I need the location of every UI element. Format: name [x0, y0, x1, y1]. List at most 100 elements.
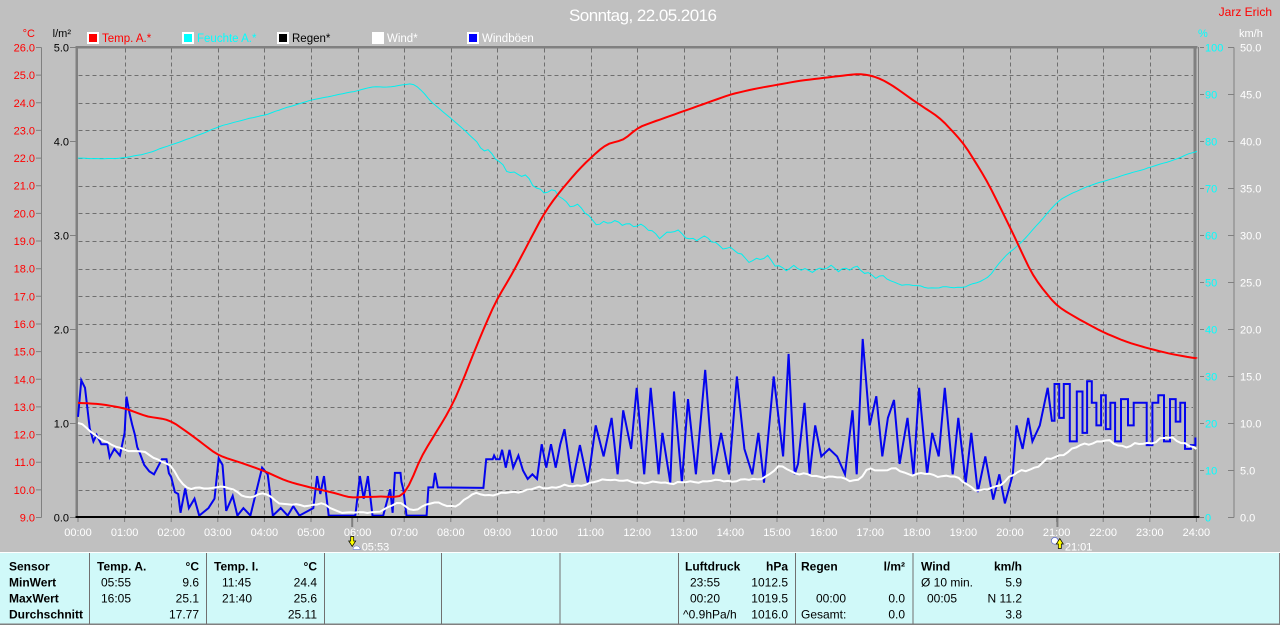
svg-text:11:00: 11:00	[577, 527, 604, 539]
svg-text:10.0: 10.0	[14, 485, 35, 497]
svg-text:19:00: 19:00	[950, 527, 978, 539]
svg-text:23:00: 23:00	[1136, 527, 1164, 539]
svg-text:10: 10	[1205, 466, 1217, 478]
svg-text:24:00: 24:00	[1183, 527, 1211, 539]
svg-text:20.0: 20.0	[1240, 325, 1261, 337]
svg-text:100: 100	[1205, 43, 1223, 55]
svg-text:05:53: 05:53	[362, 542, 390, 554]
svg-text:05:55: 05:55	[101, 576, 131, 590]
svg-text:5.0: 5.0	[54, 43, 69, 55]
svg-text:08:00: 08:00	[437, 527, 465, 539]
svg-text:21:01: 21:01	[1065, 542, 1093, 554]
svg-text:14.0: 14.0	[14, 374, 35, 386]
svg-text:Luftdruck: Luftdruck	[685, 560, 741, 574]
svg-text:1012.5: 1012.5	[751, 576, 788, 590]
svg-text:3.0: 3.0	[54, 231, 69, 243]
svg-text:40.0: 40.0	[1240, 137, 1261, 149]
svg-text:Wind*: Wind*	[387, 33, 418, 45]
svg-text:km/h: km/h	[1239, 28, 1263, 40]
svg-text:60: 60	[1205, 231, 1217, 243]
svg-text:15.0: 15.0	[1240, 372, 1261, 384]
svg-text:16:05: 16:05	[101, 592, 131, 606]
svg-text:17:00: 17:00	[856, 527, 884, 539]
svg-text:21.0: 21.0	[14, 181, 35, 193]
svg-text:11:45: 11:45	[222, 576, 251, 590]
svg-text:19.0: 19.0	[14, 236, 35, 248]
svg-text:15.0: 15.0	[14, 347, 35, 359]
svg-text:l/m²: l/m²	[884, 560, 905, 574]
svg-text:25.11: 25.11	[288, 608, 317, 622]
svg-text:20: 20	[1205, 419, 1217, 431]
svg-text:Temp. I.: Temp. I.	[214, 560, 258, 574]
svg-text:hPa: hPa	[766, 560, 788, 574]
svg-text:10.0: 10.0	[1240, 419, 1261, 431]
svg-text:N 11.2: N 11.2	[988, 592, 1023, 606]
svg-text:00:00: 00:00	[816, 592, 846, 606]
svg-text:80: 80	[1205, 137, 1217, 149]
svg-text:17.77: 17.77	[169, 608, 199, 622]
svg-text:50: 50	[1205, 278, 1217, 290]
svg-text:4.0: 4.0	[54, 137, 69, 149]
svg-text:5.0: 5.0	[1240, 466, 1255, 478]
svg-text:0: 0	[1205, 513, 1211, 525]
svg-text:Ø 10 min.: Ø 10 min.	[921, 576, 973, 590]
svg-text:70: 70	[1205, 184, 1217, 196]
svg-text:25.6: 25.6	[294, 592, 318, 606]
svg-text:Temp. A.: Temp. A.	[97, 560, 146, 574]
svg-text:MinWert: MinWert	[9, 576, 56, 590]
svg-text:22:00: 22:00	[1089, 527, 1117, 539]
svg-text:Sonntag, 22.05.2016: Sonntag, 22.05.2016	[569, 6, 717, 25]
svg-text:11.0: 11.0	[14, 457, 35, 469]
svg-text:14:00: 14:00	[717, 527, 745, 539]
svg-text:30.0: 30.0	[1240, 231, 1261, 243]
svg-text:12:00: 12:00	[623, 527, 651, 539]
svg-text:23.0: 23.0	[14, 125, 35, 137]
svg-text:16:00: 16:00	[810, 527, 838, 539]
svg-text:23:55: 23:55	[690, 576, 720, 590]
svg-text:15:00: 15:00	[763, 527, 791, 539]
svg-text:12.0: 12.0	[14, 430, 35, 442]
svg-text:0.0: 0.0	[54, 513, 69, 525]
svg-text:Gesamt:: Gesamt:	[801, 608, 846, 622]
svg-text:13.0: 13.0	[14, 402, 35, 414]
svg-text:50.0: 50.0	[1240, 43, 1261, 55]
svg-text:40: 40	[1205, 325, 1217, 337]
svg-text:1016.0: 1016.0	[751, 608, 788, 622]
svg-text:2.0: 2.0	[54, 325, 69, 337]
svg-text:°C: °C	[186, 560, 200, 574]
svg-text:00:00: 00:00	[64, 527, 92, 539]
svg-text:Regen: Regen	[801, 560, 838, 574]
svg-text:26.0: 26.0	[14, 43, 35, 55]
svg-text:90: 90	[1205, 90, 1217, 102]
svg-text:30: 30	[1205, 372, 1217, 384]
svg-text:Sensor: Sensor	[9, 560, 50, 574]
svg-text:°C: °C	[23, 28, 35, 40]
svg-text:00:05: 00:05	[927, 592, 957, 606]
svg-text:21:00: 21:00	[1043, 527, 1071, 539]
svg-text:25.0: 25.0	[14, 70, 35, 82]
svg-text:24.4: 24.4	[294, 576, 318, 590]
svg-text:16.0: 16.0	[14, 319, 35, 331]
svg-text:07:00: 07:00	[390, 527, 418, 539]
svg-text:21:40: 21:40	[222, 592, 252, 606]
svg-text:20.0: 20.0	[14, 208, 35, 220]
svg-text:13:00: 13:00	[670, 527, 698, 539]
svg-text:00:20: 00:20	[690, 592, 720, 606]
svg-text:Regen*: Regen*	[292, 33, 331, 45]
svg-text:^0.9hPa/h: ^0.9hPa/h	[683, 608, 737, 622]
svg-text:%: %	[1198, 28, 1208, 40]
svg-text:04:00: 04:00	[251, 527, 279, 539]
svg-text:22.0: 22.0	[14, 153, 35, 165]
svg-text:35.0: 35.0	[1240, 184, 1261, 196]
svg-text:Feuchte A.*: Feuchte A.*	[197, 33, 257, 45]
svg-text:25.0: 25.0	[1240, 278, 1261, 290]
svg-text:1019.5: 1019.5	[751, 592, 788, 606]
svg-text:Jarz Erich: Jarz Erich	[1219, 5, 1272, 19]
svg-text:Durchschnitt: Durchschnitt	[9, 608, 83, 622]
svg-text:9.6: 9.6	[182, 576, 199, 590]
svg-text:25.1: 25.1	[176, 592, 200, 606]
svg-text:Windböen: Windböen	[482, 33, 534, 45]
svg-text:0.0: 0.0	[1240, 513, 1255, 525]
svg-text:1.0: 1.0	[54, 419, 69, 431]
svg-text:l/m²: l/m²	[53, 28, 72, 40]
